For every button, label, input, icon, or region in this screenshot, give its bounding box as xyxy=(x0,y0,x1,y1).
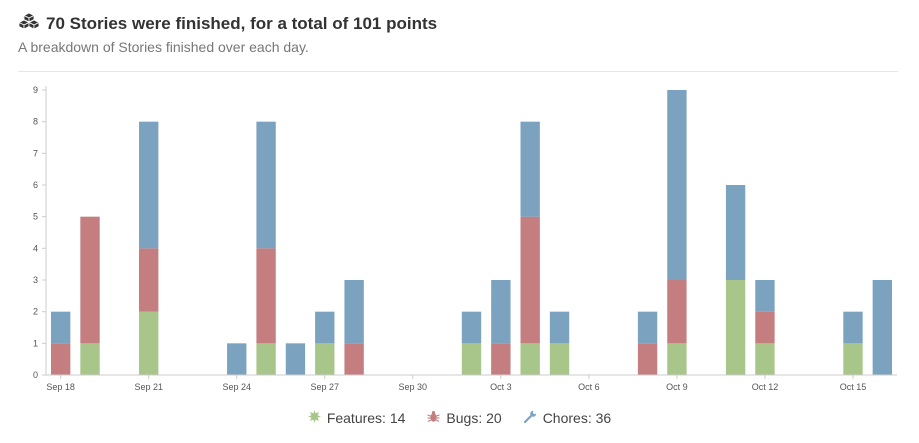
feature-star-icon xyxy=(307,410,321,426)
x-tick-label: Oct 9 xyxy=(666,382,688,392)
bar-chores-oct-12[interactable] xyxy=(755,280,775,312)
bar-features-oct-2[interactable] xyxy=(461,343,482,375)
x-tick-label: Sep 21 xyxy=(134,382,163,392)
bar-features-sep-21[interactable] xyxy=(139,311,159,375)
bar-chores-sep-28[interactable] xyxy=(344,280,364,344)
bar-features-oct-15[interactable] xyxy=(843,343,863,375)
bug-icon xyxy=(427,410,441,426)
y-tick-label: 5 xyxy=(33,212,38,222)
x-tick-label: Sep 24 xyxy=(222,382,251,392)
bar-chores-sep-25[interactable] xyxy=(256,121,276,249)
bar-chores-oct-15[interactable] xyxy=(843,311,863,344)
bar-features-sep-27[interactable] xyxy=(315,343,335,375)
cubes-icon xyxy=(18,12,40,35)
bar-bugs-oct-9[interactable] xyxy=(667,280,687,344)
x-tick-label: Sep 27 xyxy=(311,382,340,392)
y-tick-label: 7 xyxy=(33,148,38,158)
bar-chores-oct-8[interactable] xyxy=(637,311,658,344)
bar-bugs-sep-18[interactable] xyxy=(50,343,71,375)
chart-bars xyxy=(50,90,893,375)
bar-features-oct-9[interactable] xyxy=(667,343,687,375)
bar-bugs-sep-21[interactable] xyxy=(139,248,159,312)
bar-chores-sep-24[interactable] xyxy=(227,343,247,375)
bar-chores-oct-2[interactable] xyxy=(461,311,482,344)
x-tick-label: Oct 6 xyxy=(578,382,600,392)
chart-legend: Features: 14 Bugs: 20 Chores: 36 xyxy=(0,410,919,426)
bar-chores-sep-21[interactable] xyxy=(139,121,159,249)
bar-bugs-sep-25[interactable] xyxy=(256,248,276,344)
y-tick-label: 3 xyxy=(33,275,38,285)
bar-chores-oct-16[interactable] xyxy=(872,280,893,375)
y-tick-label: 4 xyxy=(33,243,38,253)
bar-features-oct-4[interactable] xyxy=(520,343,540,375)
wrench-icon xyxy=(523,410,537,426)
bar-features-oct-11[interactable] xyxy=(725,280,746,375)
legend-item-bugs[interactable]: Bugs: 20 xyxy=(427,410,502,426)
chart-subtitle: A breakdown of Stories finished over eac… xyxy=(18,39,309,55)
chart-area: 0 1 2 3 4 5 6 7 8 9 Sep 18 Sep 21 Sep 24 Sep 27 Sep 3… xyxy=(0,80,919,405)
y-tick-label: 0 xyxy=(33,370,38,380)
bar-chores-oct-4[interactable] xyxy=(520,121,540,217)
x-axis-ticks: Sep 18 Sep 21 Sep 24 Sep 27 Sep 30 Oct 3 Oct 6… xyxy=(46,375,866,392)
bar-features-oct-5[interactable] xyxy=(549,343,570,375)
bar-features-oct-12[interactable] xyxy=(755,343,775,375)
bar-bugs-oct-3[interactable] xyxy=(491,343,511,375)
y-tick-label: 2 xyxy=(33,307,38,317)
bar-chores-sep-26[interactable] xyxy=(285,343,306,375)
y-tick-label: 8 xyxy=(33,117,38,127)
bar-chores-oct-11[interactable] xyxy=(725,185,746,280)
bar-chores-oct-5[interactable] xyxy=(549,311,570,344)
bar-features-sep-25[interactable] xyxy=(256,343,276,375)
y-axis-ticks: 0 1 2 3 4 5 6 7 8 9 xyxy=(33,85,46,380)
bar-bugs-oct-4[interactable] xyxy=(520,216,540,344)
legend-label-features: Features: 14 xyxy=(326,410,406,426)
bar-chores-sep-18[interactable] xyxy=(50,311,71,344)
bar-chores-oct-9[interactable] xyxy=(667,90,687,280)
x-tick-label: Oct 3 xyxy=(490,382,512,392)
y-tick-label: 1 xyxy=(33,338,38,348)
y-tick-label: 6 xyxy=(33,180,38,190)
legend-label-bugs: Bugs: 20 xyxy=(446,410,502,426)
bar-chores-oct-3[interactable] xyxy=(491,280,511,344)
legend-label-chores: Chores: 36 xyxy=(542,410,612,426)
y-tick-label: 9 xyxy=(33,85,38,95)
bar-features-sep-19[interactable] xyxy=(80,343,100,375)
x-tick-label: Sep 18 xyxy=(46,382,75,392)
x-tick-label: Oct 12 xyxy=(752,382,779,392)
bar-bugs-sep-28[interactable] xyxy=(344,343,364,375)
bar-bugs-sep-19[interactable] xyxy=(80,216,100,344)
bar-bugs-oct-12[interactable] xyxy=(755,311,775,344)
legend-item-features[interactable]: Features: 14 xyxy=(307,410,406,426)
x-tick-label: Sep 30 xyxy=(399,382,428,392)
bar-chores-sep-27[interactable] xyxy=(315,311,335,344)
stacked-bar-chart: 0 1 2 3 4 5 6 7 8 9 Sep 18 Sep 21 Sep 24 Sep 27 Sep 3… xyxy=(33,85,897,392)
chart-header: 70 Stories were finished, for a total of… xyxy=(18,12,898,55)
chart-title: 70 Stories were finished, for a total of… xyxy=(46,13,438,33)
bar-bugs-oct-8[interactable] xyxy=(637,343,658,375)
legend-item-chores[interactable]: Chores: 36 xyxy=(523,410,612,426)
header-divider xyxy=(18,71,898,72)
x-tick-label: Oct 15 xyxy=(840,382,867,392)
